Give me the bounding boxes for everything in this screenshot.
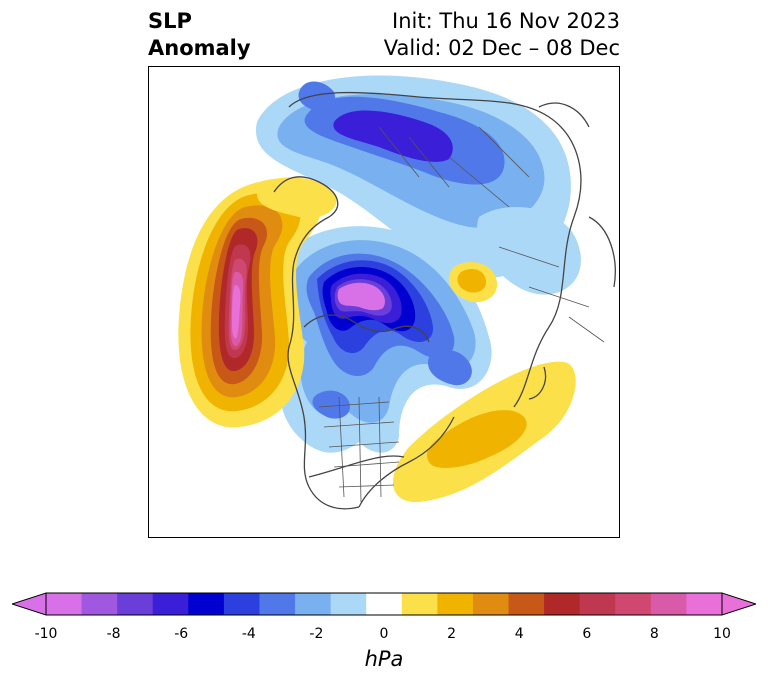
colorbar-segment (508, 593, 545, 615)
colorbar-segment (650, 593, 687, 615)
colorbar-tick-label: 8 (649, 626, 659, 642)
colorbar-segment (188, 593, 225, 615)
colorbar-segment (223, 593, 260, 615)
anomaly-map (178, 75, 616, 510)
title-line-1: SLP (148, 9, 192, 33)
colorbar-segment (330, 593, 367, 615)
coastlines (273, 91, 616, 510)
colorbar-tick-label: -10 (34, 626, 58, 642)
colorbar-tick-label: 2 (447, 626, 457, 642)
colorbar-segments (46, 593, 723, 615)
colorbar (12, 592, 756, 616)
colorbar-extend-low (12, 592, 47, 616)
valid-range: Valid: 02 Dec – 08 Dec (383, 36, 620, 60)
init-date: Init: Thu 16 Nov 2023 (392, 9, 620, 33)
colorbar-tick-label: 4 (514, 626, 524, 642)
colorbar-tick-label: -4 (241, 626, 256, 642)
colorbar-tick-label: -6 (174, 626, 189, 642)
colorbar-segment (295, 593, 332, 615)
map-panel (148, 66, 620, 538)
colorbar-tick-label: -8 (106, 626, 121, 642)
colorbar-unit: hPa (364, 647, 404, 671)
colorbar-tick-label: 6 (582, 626, 592, 642)
colorbar-segment (46, 593, 83, 615)
colorbar-segment (472, 593, 510, 615)
colorbar-tick-label: 0 (379, 626, 389, 642)
colorbar-segment (366, 593, 403, 615)
map-title: SLP Anomaly (148, 8, 251, 62)
colorbar-segment (259, 593, 296, 615)
colorbar-extend-high (721, 592, 756, 616)
positive-anomaly-atlantic (392, 361, 576, 503)
colorbar-segment (686, 593, 723, 615)
political-borders (318, 126, 605, 503)
colorbar-segment (117, 593, 154, 615)
colorbar-segment (544, 593, 581, 615)
positive-anomaly-pacific (178, 178, 322, 428)
colorbar-segment (579, 593, 616, 615)
colorbar-segment (81, 593, 118, 615)
title-line-2: Anomaly (148, 36, 251, 60)
negative-anomaly-east (477, 207, 581, 295)
forecast-dates: Init: Thu 16 Nov 2023 Valid: 02 Dec – 08… (384, 8, 620, 62)
colorbar-segment (401, 593, 438, 615)
colorbar-tick-label: -2 (309, 626, 324, 642)
colorbar-segment (437, 593, 474, 615)
positive-anomaly-scandinavia (448, 262, 498, 303)
colorbar-outline (45, 592, 723, 616)
colorbar-segment (615, 593, 652, 615)
colorbar-segment (152, 593, 189, 615)
colorbar-tick-label: 10 (713, 626, 731, 642)
